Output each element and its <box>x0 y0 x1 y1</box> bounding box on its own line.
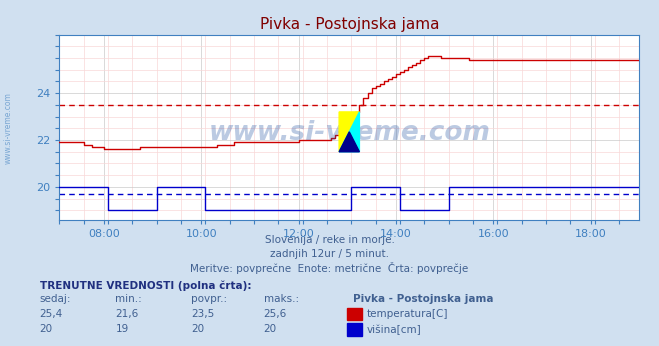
Text: višina[cm]: višina[cm] <box>367 324 422 335</box>
Text: 19: 19 <box>115 325 129 334</box>
Text: 20: 20 <box>191 325 204 334</box>
Text: Meritve: povprečne  Enote: metrične  Črta: povprečje: Meritve: povprečne Enote: metrične Črta:… <box>190 262 469 274</box>
Text: min.:: min.: <box>115 294 142 304</box>
Text: zadnjih 12ur / 5 minut.: zadnjih 12ur / 5 minut. <box>270 249 389 259</box>
Text: 20: 20 <box>40 325 53 334</box>
Text: temperatura[C]: temperatura[C] <box>367 309 449 319</box>
Text: 20: 20 <box>264 325 277 334</box>
Polygon shape <box>339 132 359 152</box>
Text: maks.:: maks.: <box>264 294 299 304</box>
Text: 23,5: 23,5 <box>191 309 214 319</box>
Text: 25,4: 25,4 <box>40 309 63 319</box>
Text: 21,6: 21,6 <box>115 309 138 319</box>
Text: www.si-vreme.com: www.si-vreme.com <box>208 120 490 146</box>
Text: sedaj:: sedaj: <box>40 294 71 304</box>
Text: www.si-vreme.com: www.si-vreme.com <box>3 92 13 164</box>
Text: 25,6: 25,6 <box>264 309 287 319</box>
Text: Pivka - Postojnska jama: Pivka - Postojnska jama <box>353 294 493 304</box>
Text: TRENUTNE VREDNOSTI (polna črta):: TRENUTNE VREDNOSTI (polna črta): <box>40 280 251 291</box>
Text: povpr.:: povpr.: <box>191 294 227 304</box>
Text: Slovenija / reke in morje.: Slovenija / reke in morje. <box>264 236 395 245</box>
Title: Pivka - Postojnska jama: Pivka - Postojnska jama <box>260 17 439 32</box>
Polygon shape <box>339 112 359 152</box>
Polygon shape <box>339 112 359 152</box>
